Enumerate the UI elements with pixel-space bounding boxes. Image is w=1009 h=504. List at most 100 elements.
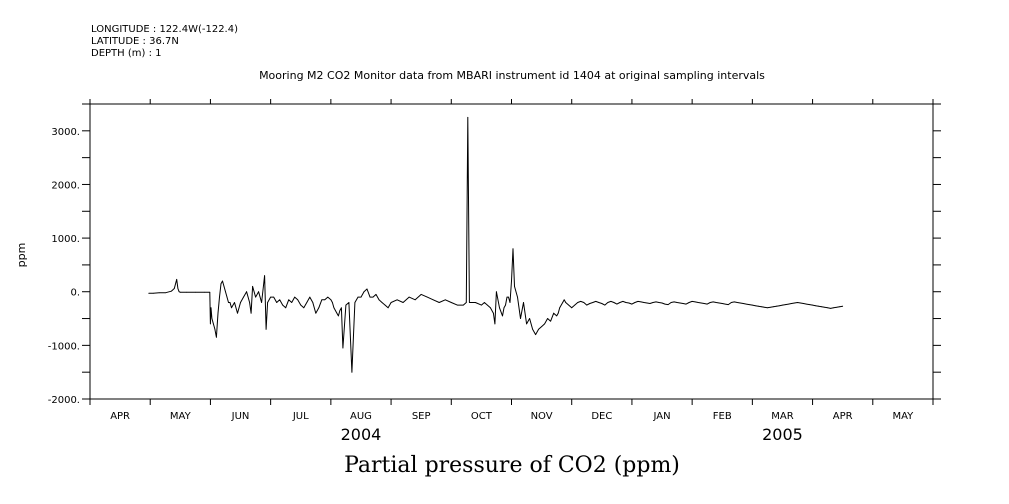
data-point	[372, 296, 374, 298]
data-point	[211, 318, 213, 319]
data-point	[733, 301, 735, 303]
data-point	[214, 328, 216, 330]
x-tick-label: SEP	[412, 411, 431, 422]
data-point	[745, 303, 747, 305]
data-point	[408, 296, 410, 298]
data-point	[264, 275, 265, 276]
data-point	[148, 292, 150, 294]
data-point	[494, 323, 496, 325]
data-point	[679, 302, 681, 304]
data-point	[610, 301, 612, 302]
y-axis-label: ppm	[15, 243, 28, 268]
data-point	[438, 302, 440, 303]
data-point	[226, 296, 228, 298]
data-point	[806, 303, 807, 305]
data-point	[514, 286, 515, 287]
data-point	[664, 303, 666, 305]
data-point	[176, 279, 178, 280]
data-point	[715, 302, 717, 303]
data-point	[670, 302, 672, 303]
data-point	[255, 296, 256, 298]
data-point	[812, 304, 813, 306]
x-tick-label: FEB	[713, 411, 732, 422]
data-point	[563, 299, 565, 301]
data-point	[348, 302, 350, 303]
data-point	[384, 304, 386, 306]
data-point	[598, 302, 600, 303]
data-point	[694, 301, 696, 303]
data-point	[321, 299, 323, 301]
data-point	[220, 283, 222, 285]
data-point	[216, 336, 217, 338]
data-point	[375, 294, 377, 295]
data-point	[228, 302, 229, 303]
data-point	[788, 303, 789, 305]
data-point	[324, 299, 326, 301]
data-point	[152, 292, 154, 294]
data-point	[357, 296, 359, 298]
data-point	[727, 304, 729, 305]
data-point	[332, 302, 333, 303]
data-point	[589, 303, 591, 304]
data-point	[842, 305, 844, 307]
x-tick-label: NOV	[531, 411, 553, 422]
data-point	[210, 323, 211, 325]
data-point	[682, 303, 684, 304]
data-point	[604, 304, 606, 306]
data-point	[547, 318, 548, 319]
data-point	[619, 302, 621, 303]
data-point	[761, 306, 762, 308]
data-point	[506, 296, 508, 298]
data-point	[565, 302, 567, 303]
data-point	[532, 328, 533, 330]
y-tick-label: 1000.	[51, 234, 80, 245]
data-point	[643, 302, 645, 303]
data-point	[661, 302, 663, 304]
data-point	[782, 304, 783, 306]
data-point	[333, 307, 335, 309]
data-point	[640, 301, 642, 303]
data-point	[462, 304, 464, 306]
data-point	[185, 291, 187, 293]
data-point	[381, 302, 383, 303]
y-tick-label: -2000.	[48, 395, 80, 406]
data-point	[472, 302, 473, 303]
data-point	[496, 291, 497, 293]
data-point	[243, 296, 244, 298]
data-point	[341, 307, 342, 309]
data-point	[541, 326, 542, 327]
y-tick-label: 0.	[70, 288, 80, 299]
data-point	[631, 303, 633, 305]
data-point	[770, 306, 771, 308]
data-point	[338, 315, 339, 317]
data-point	[833, 307, 834, 309]
data-point	[592, 302, 594, 303]
x-tick-label: APR	[110, 411, 130, 422]
data-point	[158, 292, 160, 294]
data-point	[225, 291, 226, 293]
data-point	[673, 301, 675, 303]
data-point	[258, 291, 259, 293]
data-point	[366, 288, 368, 290]
data-point	[779, 305, 780, 307]
data-point	[261, 302, 262, 303]
data-point	[815, 305, 816, 307]
x-tick-label: MAY	[170, 411, 192, 422]
data-point	[559, 307, 561, 309]
data-point	[306, 302, 308, 303]
data-point	[390, 302, 392, 303]
data-point	[562, 302, 564, 303]
data-point	[535, 334, 536, 335]
data-point	[676, 302, 678, 303]
data-point	[818, 305, 819, 307]
data-point	[625, 302, 627, 303]
data-point	[580, 301, 582, 302]
data-point	[509, 302, 511, 303]
data-point	[742, 303, 744, 304]
data-point	[297, 299, 299, 301]
data-point	[550, 320, 551, 322]
data-point	[499, 307, 500, 309]
data-point	[369, 296, 371, 298]
data-point	[249, 302, 251, 303]
